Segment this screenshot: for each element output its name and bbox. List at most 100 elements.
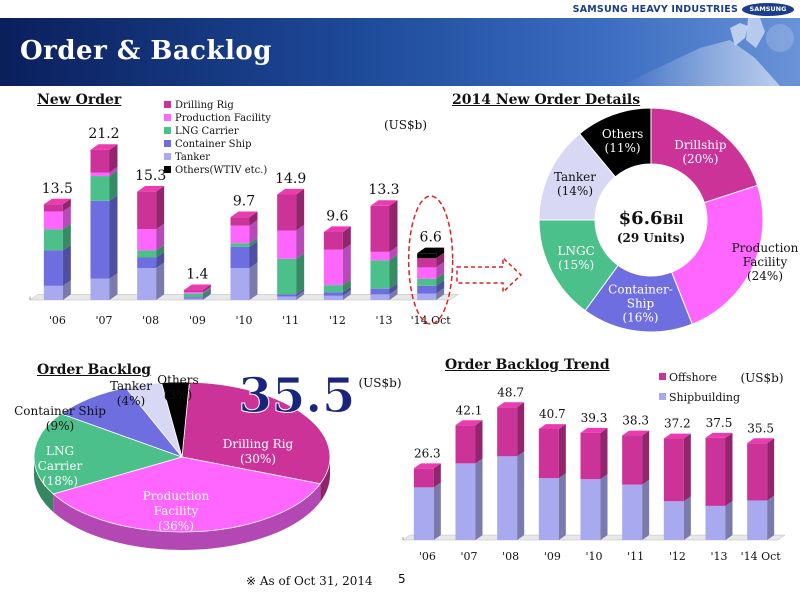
- bar-top: [370, 200, 398, 206]
- x-tick-label: '06: [419, 550, 436, 563]
- bar-total-label: 14.9: [275, 171, 306, 187]
- bar-segment-side: [600, 427, 608, 480]
- legend-swatch: [164, 166, 171, 173]
- bar-segment-side: [342, 226, 351, 250]
- bar-total-label: 48.7: [497, 385, 524, 399]
- bar-segment: [417, 293, 437, 300]
- donut-pct-label: (20%): [682, 152, 718, 166]
- bar-segment: [413, 468, 434, 488]
- bar-segment-side: [156, 244, 165, 258]
- x-tick-label: '09: [544, 550, 561, 563]
- bar-top: [413, 463, 441, 469]
- bar-segment: [43, 211, 63, 230]
- bar-segment: [747, 500, 768, 540]
- bar-segment: [183, 298, 203, 300]
- legend-swatch: [164, 153, 171, 160]
- bar-segment: [417, 258, 437, 268]
- bar-top: [663, 433, 691, 439]
- pie-label: Production: [143, 489, 210, 503]
- bar-segment: [747, 443, 768, 501]
- bar-segment: [705, 505, 726, 540]
- page-number: 5: [398, 572, 406, 586]
- bar-segment-side: [436, 280, 445, 294]
- pie-pct-label: (30%): [240, 452, 276, 466]
- highlight-ellipse: [407, 195, 454, 325]
- bar-segment-side: [249, 237, 258, 247]
- bar-segment-side: [475, 458, 483, 540]
- bar-segment-side: [296, 290, 305, 300]
- bar-top: [580, 427, 608, 433]
- bar-segment: [455, 425, 476, 464]
- bar-segment-side: [725, 432, 733, 506]
- legend-label: Drilling Rig: [175, 100, 234, 111]
- bar-segment-side: [433, 463, 441, 488]
- bar-segment: [370, 251, 390, 261]
- legend-label: Shipbuilding: [669, 391, 740, 404]
- donut-label: Container-: [608, 282, 673, 296]
- bar-segment: [137, 250, 157, 258]
- bar-segment-side: [342, 290, 351, 300]
- order-backlog-chart: Drilling Rig(30%) ProductionFacility(36%)…: [14, 368, 402, 550]
- donut-label: Ship: [627, 296, 655, 310]
- bar-segment-side: [202, 291, 211, 299]
- legend-swatch: [164, 140, 171, 147]
- x-tick-label: '12: [329, 314, 346, 327]
- bar-segment-side: [389, 246, 398, 261]
- hand-graphic-icon: [620, 18, 794, 86]
- bar-total-label: 40.7: [539, 407, 566, 421]
- pie-slice: [33, 413, 184, 495]
- bar-segment-side: [436, 247, 445, 259]
- page-title: Order & Backlog: [20, 36, 272, 66]
- bar-segment-side: [109, 144, 118, 173]
- order-backlog-trend-chart: 26.3 '06 42.1 '07 48.7 '08 40.7 '09 39.3 '10 38.3 '…: [402, 371, 786, 563]
- bar-segment-side: [109, 166, 118, 177]
- donut-label: Facility: [743, 255, 788, 269]
- bar-segment: [230, 243, 250, 247]
- bar-top: [277, 188, 305, 195]
- pie-label: Container Ship: [14, 404, 106, 418]
- x-tick-label: '09: [189, 314, 206, 327]
- legend-label: Others(WTIV etc.): [175, 165, 267, 176]
- donut-pct-label: (16%): [622, 310, 658, 324]
- legend-swatch: [659, 373, 666, 380]
- bar-segment-side: [517, 451, 525, 540]
- bar-total-label: 6.6: [420, 230, 442, 246]
- pie-slice: [60, 387, 184, 458]
- bar-segment: [538, 429, 559, 479]
- bar-segment: [323, 232, 343, 250]
- bar-segment-side: [109, 273, 118, 300]
- bar-segment: [413, 487, 434, 540]
- bar-segment: [622, 435, 643, 485]
- bar-segment-side: [683, 496, 691, 540]
- bar-segment-side: [436, 273, 445, 286]
- bar-segment-side: [517, 402, 525, 457]
- pie-pct-label: (3%): [164, 388, 192, 402]
- bar-segment-side: [296, 288, 305, 297]
- bar-total-label: 37.2: [664, 417, 691, 431]
- bar-segment-side: [156, 223, 165, 251]
- bar-segment-side: [389, 288, 398, 300]
- bar-segment-side: [642, 430, 650, 485]
- bar-segment-side: [156, 186, 165, 230]
- bar-segment-side: [249, 211, 258, 226]
- bar-total-label: 13.5: [42, 181, 73, 197]
- pie-side: [320, 457, 330, 502]
- company-name: SAMSUNG HEAVY INDUSTRIES: [572, 4, 738, 15]
- trend-unit: (US$b): [740, 371, 783, 385]
- bar-segment-side: [342, 244, 351, 286]
- pie-side: [34, 457, 54, 512]
- bar-total-label: 21.2: [88, 126, 119, 142]
- donut-label: Drillship: [674, 138, 727, 152]
- bar-top: [183, 284, 211, 291]
- bar-segment-side: [62, 280, 71, 300]
- x-tick-label: '14 Oct: [741, 550, 782, 563]
- bar-segment: [137, 257, 157, 269]
- legend-label: Tanker: [175, 152, 210, 163]
- bar-segment-side: [558, 424, 566, 479]
- donut-label: Others: [602, 127, 643, 141]
- bar-top: [323, 226, 351, 232]
- bar-segment: [137, 268, 157, 300]
- new-order-title: New Order: [37, 92, 122, 108]
- bar-segment-side: [62, 244, 71, 286]
- bar-segment-side: [156, 262, 165, 300]
